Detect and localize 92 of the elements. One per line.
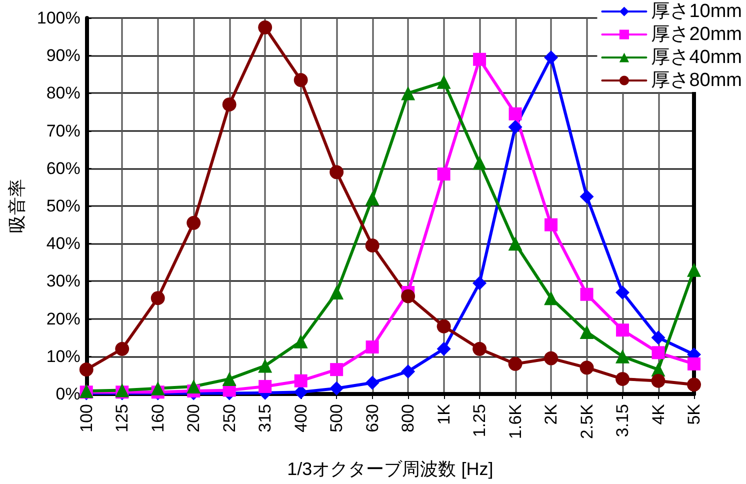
legend-label: 厚さ80mm bbox=[651, 70, 742, 91]
y-tick-label: 0% bbox=[56, 384, 80, 404]
x-axis-title: 1/3オクターブ周波数 [Hz] bbox=[287, 459, 494, 479]
point bbox=[508, 356, 522, 371]
x-tick-label: 1.25 bbox=[470, 404, 490, 438]
point bbox=[330, 165, 344, 180]
x-tick-label: 4K bbox=[648, 403, 668, 425]
point bbox=[437, 168, 450, 181]
x-tick-label: 100 bbox=[76, 404, 96, 432]
point bbox=[472, 276, 487, 290]
point bbox=[258, 380, 272, 393]
point bbox=[580, 288, 594, 301]
y-tick-label: 90% bbox=[46, 46, 80, 66]
point bbox=[365, 376, 380, 390]
y-tick-label: 20% bbox=[46, 309, 80, 328]
point bbox=[472, 156, 487, 170]
point bbox=[544, 218, 558, 232]
point bbox=[294, 374, 308, 388]
point bbox=[688, 357, 700, 370]
point bbox=[294, 334, 308, 348]
point bbox=[222, 372, 236, 386]
x-tick-label: 400 bbox=[291, 404, 310, 432]
point bbox=[115, 383, 130, 398]
point bbox=[330, 381, 344, 396]
point bbox=[365, 238, 380, 252]
point bbox=[436, 74, 451, 89]
point bbox=[508, 236, 522, 251]
x-tick-label: 3.15 bbox=[613, 404, 632, 438]
point bbox=[616, 372, 630, 386]
x-tick-label: 160 bbox=[148, 404, 168, 432]
legend-label: 厚さ20mm bbox=[651, 24, 742, 45]
x-tick-label: 1K bbox=[434, 403, 454, 425]
x-tick-label: 200 bbox=[184, 404, 204, 432]
x-tick-label: 800 bbox=[398, 404, 418, 432]
point bbox=[687, 262, 701, 277]
x-tick-label: 125 bbox=[112, 404, 132, 432]
point bbox=[365, 191, 380, 206]
point bbox=[258, 358, 272, 373]
point bbox=[473, 52, 486, 66]
point bbox=[508, 107, 522, 120]
point bbox=[258, 20, 272, 34]
point bbox=[580, 190, 594, 204]
x-tick-label: 630 bbox=[362, 404, 382, 432]
point bbox=[222, 97, 236, 112]
point bbox=[544, 351, 558, 366]
point bbox=[294, 73, 308, 88]
y-tick-label: 10% bbox=[46, 346, 80, 366]
point bbox=[436, 319, 451, 334]
y-tick-label: 40% bbox=[46, 234, 80, 254]
y-tick-label: 30% bbox=[46, 272, 80, 291]
legend-label: 厚さ10mm bbox=[651, 1, 742, 22]
point bbox=[580, 360, 594, 375]
point bbox=[115, 342, 130, 356]
point bbox=[508, 120, 522, 134]
y-tick-label: 70% bbox=[46, 121, 80, 140]
point bbox=[544, 50, 558, 64]
point bbox=[401, 289, 416, 304]
point bbox=[652, 346, 665, 360]
y-tick-label: 100% bbox=[36, 8, 80, 28]
x-tick-label: 500 bbox=[327, 404, 346, 432]
point bbox=[616, 285, 630, 300]
point bbox=[651, 330, 666, 345]
point bbox=[366, 340, 379, 354]
y-axis-title: 吸音率 bbox=[7, 179, 27, 233]
point bbox=[580, 324, 594, 339]
point bbox=[436, 342, 451, 356]
y-tick-label: 60% bbox=[46, 158, 80, 178]
legend-label: 厚さ40mm bbox=[651, 47, 742, 68]
x-tick-label: 1.6K bbox=[506, 403, 525, 439]
x-tick-label: 315 bbox=[256, 404, 275, 432]
point bbox=[401, 86, 416, 100]
x-tick-label: 2K bbox=[542, 403, 561, 425]
y-tick-label: 80% bbox=[46, 84, 80, 103]
point bbox=[687, 378, 701, 392]
point bbox=[616, 324, 630, 337]
point bbox=[150, 291, 165, 306]
point bbox=[79, 362, 94, 377]
point bbox=[294, 385, 308, 400]
point bbox=[544, 291, 558, 306]
point bbox=[651, 374, 666, 388]
point bbox=[186, 379, 201, 394]
point bbox=[401, 364, 416, 378]
x-tick-label: 2.5K bbox=[577, 403, 596, 439]
y-tick-label: 50% bbox=[46, 196, 80, 216]
point bbox=[616, 349, 630, 364]
point bbox=[330, 285, 344, 300]
x-tick-label: 5K bbox=[684, 403, 704, 425]
point bbox=[186, 216, 201, 230]
x-tick-label: 250 bbox=[220, 404, 239, 432]
point bbox=[330, 363, 344, 376]
point bbox=[472, 342, 487, 356]
point bbox=[150, 381, 165, 396]
